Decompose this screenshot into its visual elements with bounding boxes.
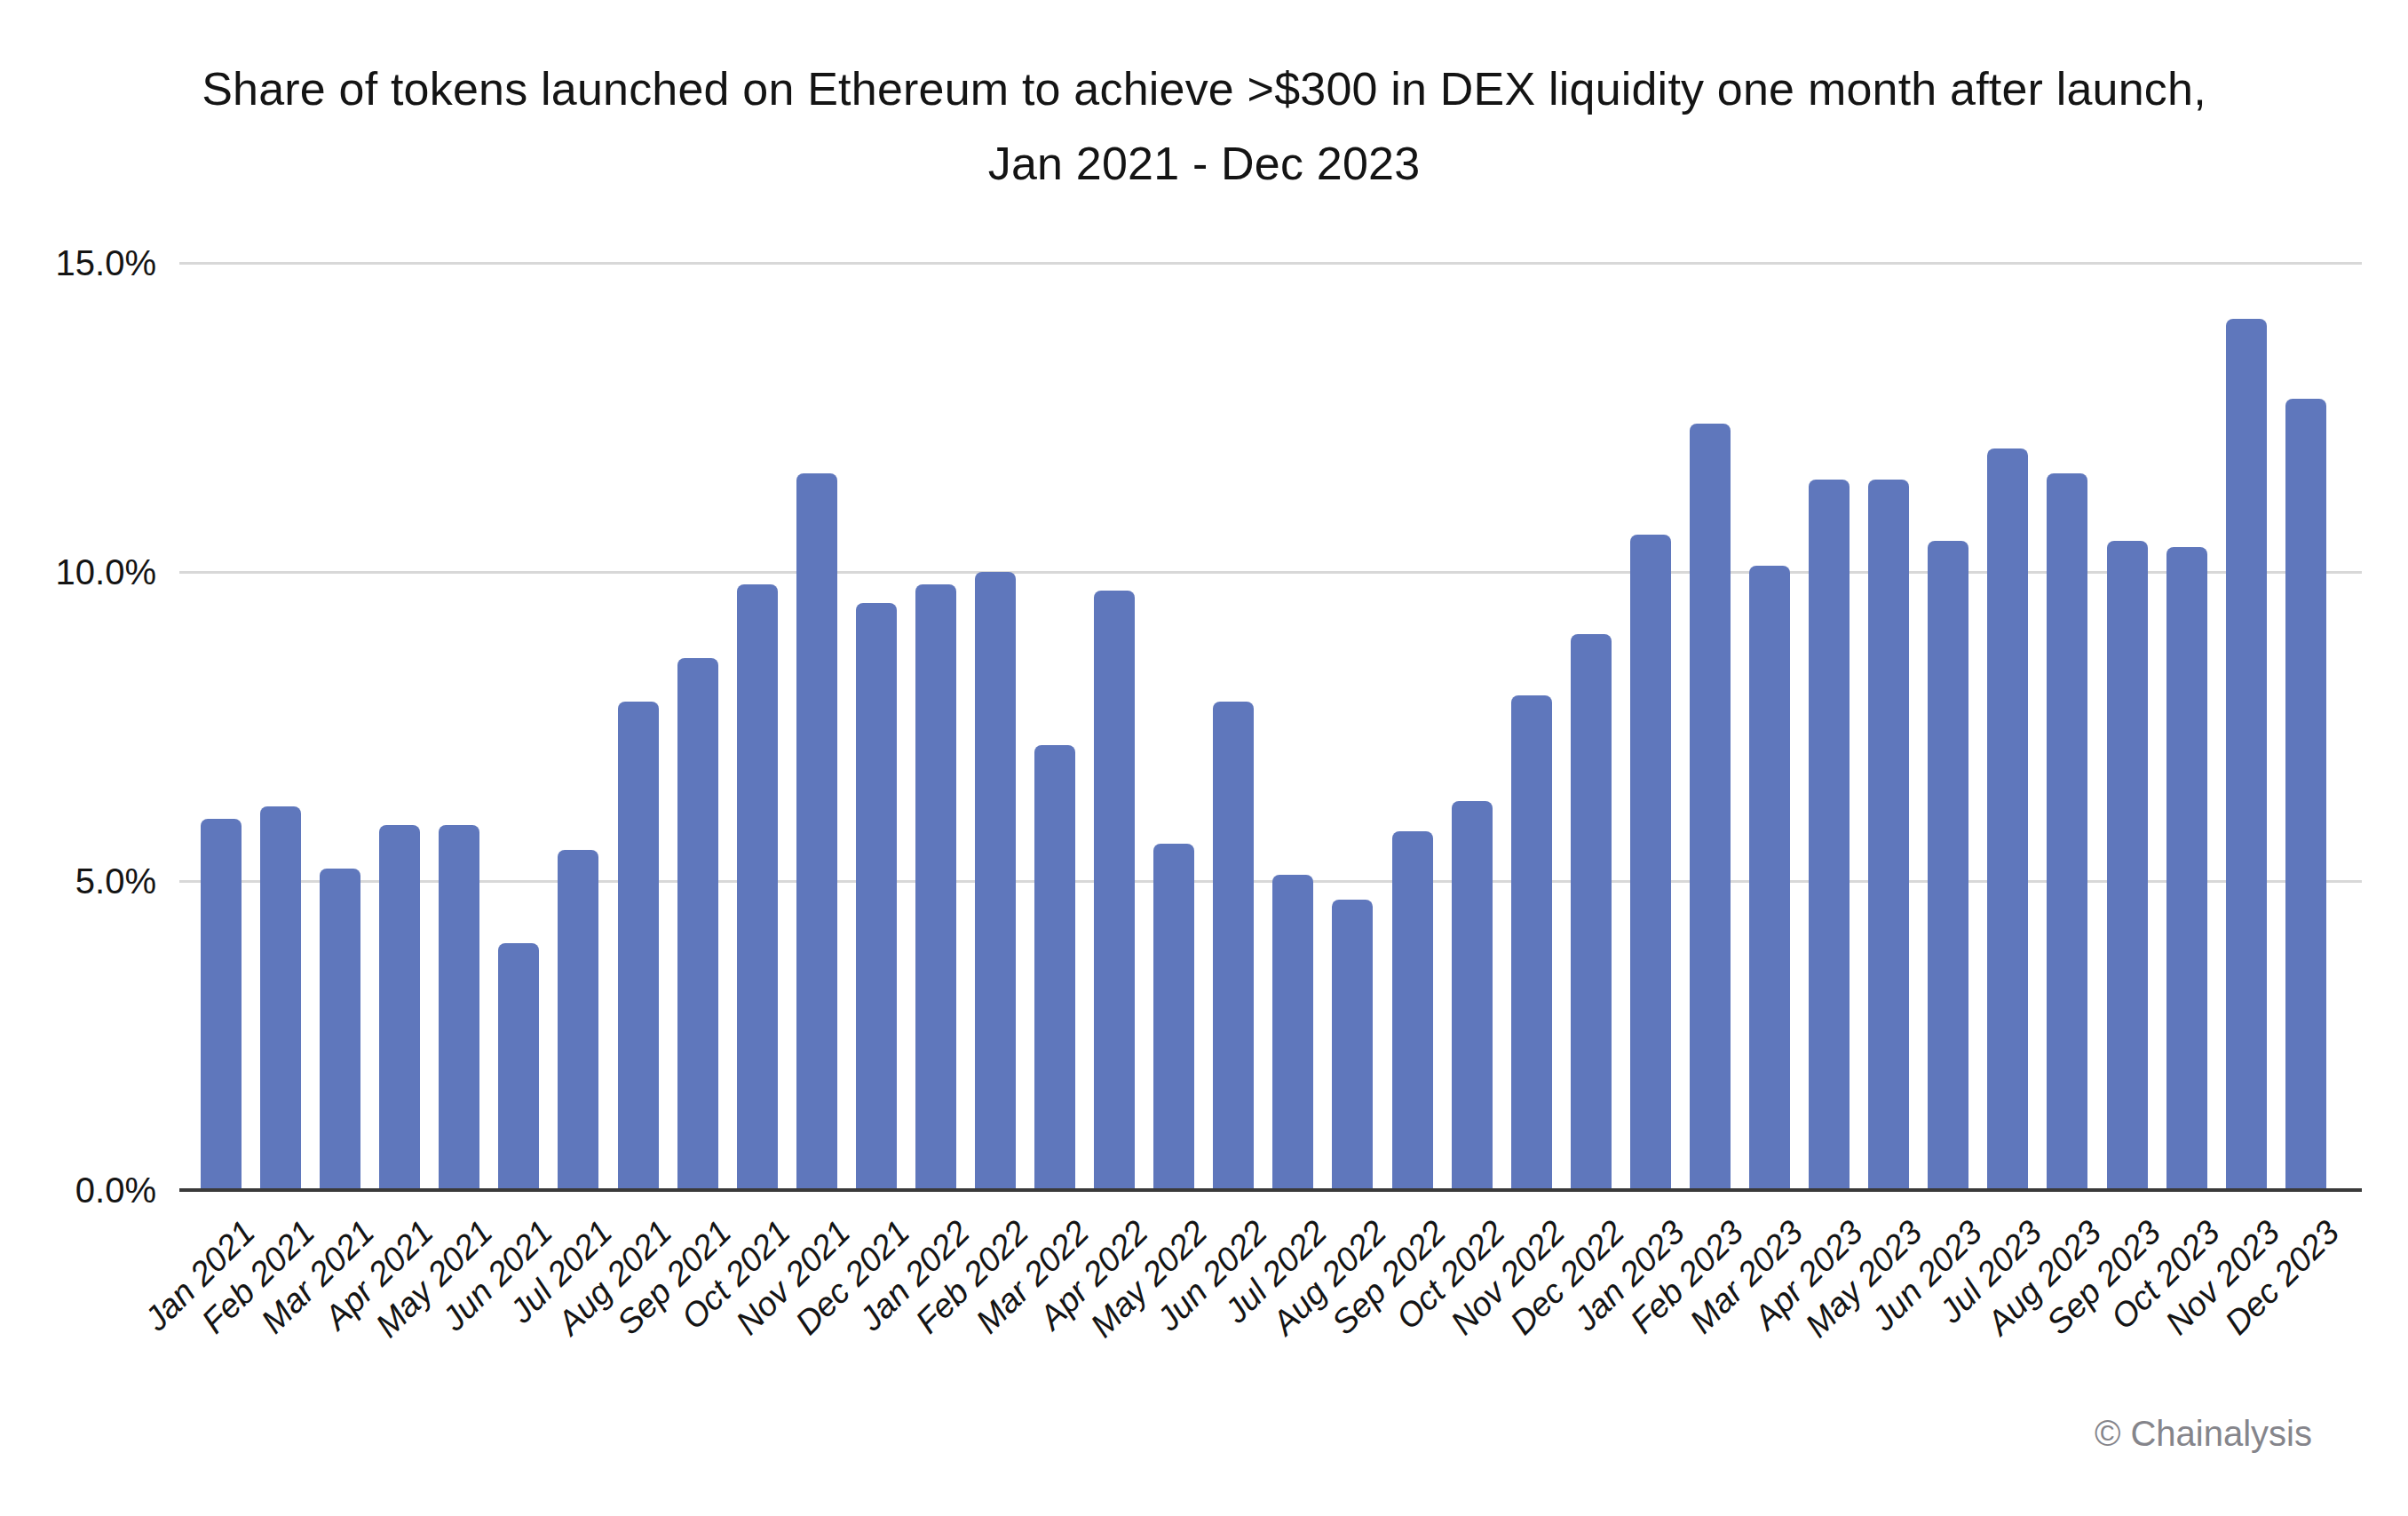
bar-slot: Jan 2022 [915, 263, 956, 1190]
bar-slot: Jan 2021 [201, 263, 242, 1190]
bar [856, 603, 897, 1190]
bar [737, 584, 778, 1190]
copyright-attribution: © Chainalysis [2095, 1414, 2312, 1454]
bar [498, 943, 539, 1190]
y-tick-label: 0.0% [75, 1171, 156, 1210]
bar [1272, 875, 1313, 1190]
bar-chart: 15.0%10.0%5.0%0.0% Jan 2021Feb 2021Mar 2… [179, 263, 2362, 1190]
bar-slot: Oct 2023 [2166, 263, 2207, 1190]
bar [1630, 535, 1671, 1190]
bar-slot: May 2022 [1153, 263, 1194, 1190]
chart-title-line1: Share of tokens launched on Ethereum to … [0, 52, 2408, 126]
bar-slot: Oct 2022 [1452, 263, 1493, 1190]
x-axis-line [179, 1188, 2362, 1192]
bar [1392, 831, 1433, 1190]
bar [201, 819, 242, 1190]
bar [320, 869, 360, 1190]
bar [618, 702, 659, 1190]
bar-slot: Jan 2023 [1630, 263, 1671, 1190]
bar-slot: Jul 2022 [1272, 263, 1313, 1190]
bar-slot: Mar 2023 [1749, 263, 1790, 1190]
bar-slot: Oct 2021 [737, 263, 778, 1190]
bar-slot: Aug 2022 [1332, 263, 1373, 1190]
chart-title: Share of tokens launched on Ethereum to … [0, 52, 2408, 201]
bar [796, 473, 837, 1190]
bar-slot: Aug 2021 [618, 263, 659, 1190]
bar [915, 584, 956, 1190]
bar-slot: Jul 2023 [1987, 263, 2028, 1190]
bar-slot: Jun 2023 [1928, 263, 1968, 1190]
bar-slot: Nov 2022 [1511, 263, 1552, 1190]
bar-slot: Jun 2022 [1213, 263, 1254, 1190]
bar-slot: Sep 2022 [1392, 263, 1433, 1190]
bar-slot: Apr 2023 [1809, 263, 1850, 1190]
bar-slot: Jul 2021 [558, 263, 598, 1190]
bar [2107, 541, 2148, 1190]
bars-layer: Jan 2021 Feb 2021 Mar 2021 Apr 2021 May 2021… [179, 263, 2362, 1190]
bar-slot: Nov 2023 [2226, 263, 2267, 1190]
bar [1094, 591, 1135, 1190]
bar [1452, 801, 1493, 1190]
y-tick-label: 15.0% [56, 243, 156, 283]
bar [1868, 480, 1909, 1190]
bar [2285, 399, 2326, 1190]
bar [2226, 319, 2267, 1190]
bar [558, 850, 598, 1190]
bar [677, 658, 718, 1190]
bar [1153, 844, 1194, 1190]
bar-slot: Aug 2023 [2047, 263, 2087, 1190]
bar [1928, 541, 1968, 1190]
bar-slot: Feb 2023 [1690, 263, 1731, 1190]
bar [1034, 745, 1075, 1190]
chart-title-line2: Jan 2021 - Dec 2023 [0, 126, 2408, 201]
bar [2166, 547, 2207, 1190]
bar-slot: Dec 2021 [856, 263, 897, 1190]
bar [1511, 695, 1552, 1190]
bar [1749, 566, 1790, 1190]
bar-slot: Sep 2021 [677, 263, 718, 1190]
bar-slot: Apr 2021 [379, 263, 420, 1190]
bar-slot: Jun 2021 [498, 263, 539, 1190]
bar [1332, 900, 1373, 1190]
bar-slot: Apr 2022 [1094, 263, 1135, 1190]
bar [1809, 480, 1850, 1190]
bar-slot: Mar 2021 [320, 263, 360, 1190]
bar-slot: Feb 2021 [260, 263, 301, 1190]
bar [975, 572, 1016, 1190]
bar-slot: May 2023 [1868, 263, 1909, 1190]
bar-slot: Dec 2022 [1571, 263, 1612, 1190]
bar-slot: May 2021 [439, 263, 479, 1190]
bar-slot: Sep 2023 [2107, 263, 2148, 1190]
y-tick-label: 5.0% [75, 861, 156, 901]
bar [439, 825, 479, 1190]
chart-page: Share of tokens launched on Ethereum to … [0, 0, 2408, 1516]
bar [260, 806, 301, 1190]
y-tick-label: 10.0% [56, 552, 156, 592]
bar [1987, 448, 2028, 1190]
bar [1571, 634, 1612, 1190]
bar [379, 825, 420, 1190]
bar-slot: Nov 2021 [796, 263, 837, 1190]
bar [1690, 424, 1731, 1190]
bar [2047, 473, 2087, 1190]
bar [1213, 702, 1254, 1190]
bar-slot: Mar 2022 [1034, 263, 1075, 1190]
bar-slot: Dec 2023 [2285, 263, 2326, 1190]
bar-slot: Feb 2022 [975, 263, 1016, 1190]
